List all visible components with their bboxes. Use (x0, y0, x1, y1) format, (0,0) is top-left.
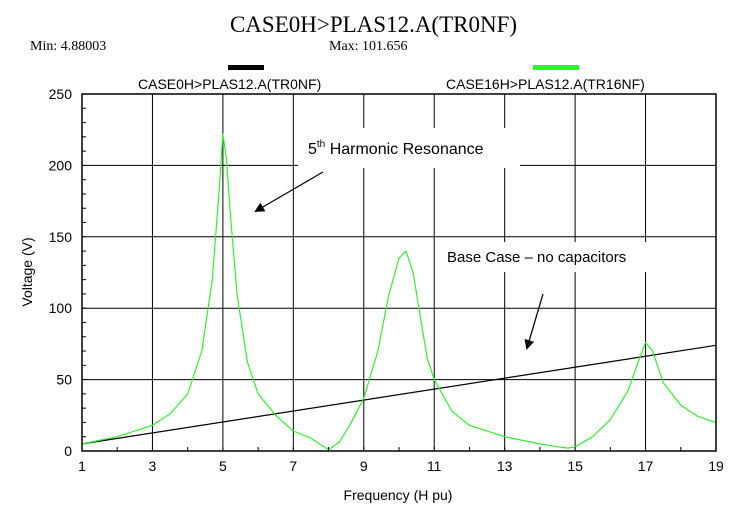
legend-label-case16h: CASE16H>PLAS12.A(TR16NF) (446, 76, 645, 92)
legend-swatch-case16h (533, 65, 579, 70)
legend-swatch-case0h (228, 65, 264, 70)
series-line-case0h (81, 344, 717, 445)
y-tick-label: 200 (49, 157, 73, 173)
annotation-base-case: Base Case – no capacitors (447, 249, 626, 266)
x-tick-label: 11 (427, 458, 442, 474)
annotation-base-case-arrow (524, 293, 544, 350)
annotation-resonance-number: 5 (308, 141, 317, 158)
annotation-base-case-box (438, 242, 670, 272)
chart-title: CASE0H>PLAS12.A(TR0NF) (229, 12, 518, 37)
annotation-resonance-text: Harmonic Resonance (325, 141, 483, 158)
annotation-resonance-arrow (254, 171, 324, 213)
min-value-label: Min: 4.88003 (30, 39, 107, 54)
x-tick-label: 17 (638, 458, 654, 474)
x-tick-label: 19 (708, 458, 724, 474)
series-lines (81, 133, 717, 451)
y-tick-label: 250 (49, 86, 73, 102)
annotation-resonance-superscript: th (317, 139, 325, 150)
y-tick-label: 50 (56, 372, 72, 388)
y-axis-label: Voltage (V) (19, 237, 35, 306)
y-tick-label: 150 (49, 229, 73, 245)
x-tick-label: 1 (78, 458, 86, 474)
x-tick-label: 5 (219, 458, 227, 474)
y-tick-label: 100 (49, 300, 73, 316)
annotation-resonance: 5th Harmonic Resonance (308, 139, 484, 158)
max-value-label: Max: 101.656 (329, 39, 408, 54)
y-tick-label: 0 (64, 443, 72, 459)
x-tick-label: 7 (289, 458, 297, 474)
series-line-case16h (81, 133, 717, 451)
legend-label-case0h: CASE0H>PLAS12.A(TR0NF) (138, 76, 322, 92)
x-tick-label: 15 (567, 458, 583, 474)
x-axis-label: Frequency (H pu) (344, 487, 453, 503)
x-tick-label: 9 (360, 458, 368, 474)
annotation-resonance-box (298, 128, 520, 168)
x-tick-label: 13 (497, 458, 513, 474)
x-tick-label: 3 (149, 458, 157, 474)
